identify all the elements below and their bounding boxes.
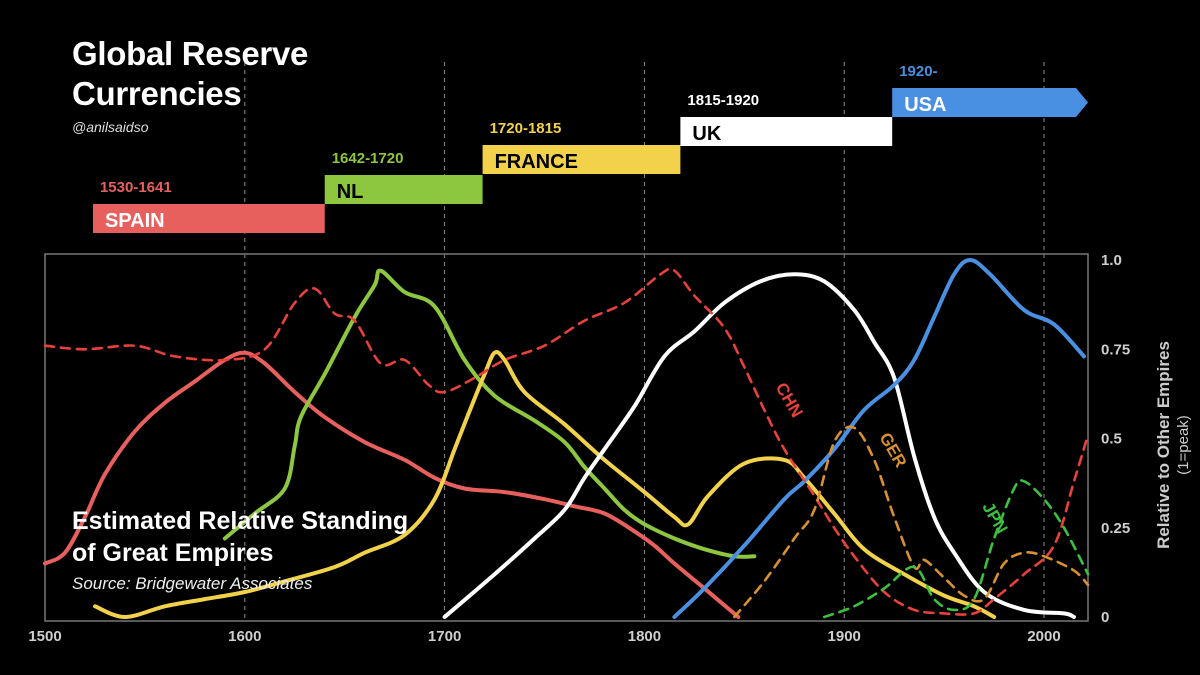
annotation-ger: GER <box>876 429 911 470</box>
period-label-usa: USA <box>904 94 946 116</box>
series-line-spain <box>43 350 741 619</box>
y-axis-ticks: 1.0 0.75 0.5 0.25 0 <box>1101 252 1130 626</box>
period-label-uk: UK <box>692 123 721 145</box>
period-bar-usa <box>892 88 1088 117</box>
y-tick-0_25: 0.25 <box>1101 520 1130 537</box>
reserve-periods: SPAIN 1530-1641 NL 1642-1720 FRANCE 1720-1815… <box>92 63 1088 233</box>
series-line-france <box>93 350 997 619</box>
x-tick-1900: 1900 <box>828 628 861 645</box>
title-line-2: Currencies <box>72 75 242 112</box>
period-bar-uk <box>680 117 893 146</box>
period-years-spain: 1530-1641 <box>100 179 172 196</box>
x-tick-1700: 1700 <box>428 628 461 645</box>
series-line-chn <box>43 267 1090 616</box>
period-bar-france <box>482 145 681 174</box>
x-tick-1500: 1500 <box>28 628 61 645</box>
series-line-uk <box>442 272 1076 619</box>
period-label-france: FRANCE <box>495 151 578 173</box>
series-line-jpn <box>823 479 1090 619</box>
series-line-usa <box>672 258 1086 619</box>
y-axis-label-note: (1=peak) <box>1175 415 1192 475</box>
period-years-uk: 1815-1920 <box>687 92 759 109</box>
period-label-spain: SPAIN <box>105 210 165 232</box>
author-handle: @anilsaidso <box>72 119 149 135</box>
y-tick-1_0: 1.0 <box>1101 252 1122 269</box>
period-bar-nl <box>324 175 483 204</box>
source-note: Source: Bridgewater Associates <box>72 574 313 593</box>
subtitle-line-2: of Great Empires <box>72 539 274 567</box>
title-line-1: Global Reserve <box>72 35 309 72</box>
y-tick-0: 0 <box>1101 609 1109 626</box>
chart-subtitle: Estimated Relative Standing of Great Emp… <box>72 505 408 569</box>
series-line-nl <box>222 268 757 559</box>
y-axis-label-main: Relative to Other Empires <box>1154 341 1173 549</box>
annotation-chn: CHN <box>772 379 807 420</box>
x-tick-2000: 2000 <box>1027 628 1060 645</box>
subtitle-line-1: Estimated Relative Standing <box>72 507 409 535</box>
series-line-ger <box>733 425 1090 619</box>
x-tick-1800: 1800 <box>628 628 661 645</box>
period-years-usa: 1920- <box>899 63 937 80</box>
x-tick-1600: 1600 <box>228 628 261 645</box>
y-tick-0_75: 0.75 <box>1101 341 1130 358</box>
series-lines <box>43 258 1090 619</box>
period-years-nl: 1642-1720 <box>332 150 404 167</box>
y-tick-0_5: 0.5 <box>1101 431 1122 448</box>
period-years-france: 1720-1815 <box>490 120 562 137</box>
period-label-nl: NL <box>337 181 364 203</box>
plot-frame <box>44 253 1089 622</box>
chart-title: Global Reserve Currencies <box>72 34 308 114</box>
y-axis-label: Relative to Other Empires (1=peak) <box>1154 295 1194 595</box>
x-axis-ticks: 1500 1600 1700 1800 1900 2000 <box>28 628 1060 645</box>
period-bar-spain <box>92 204 325 233</box>
